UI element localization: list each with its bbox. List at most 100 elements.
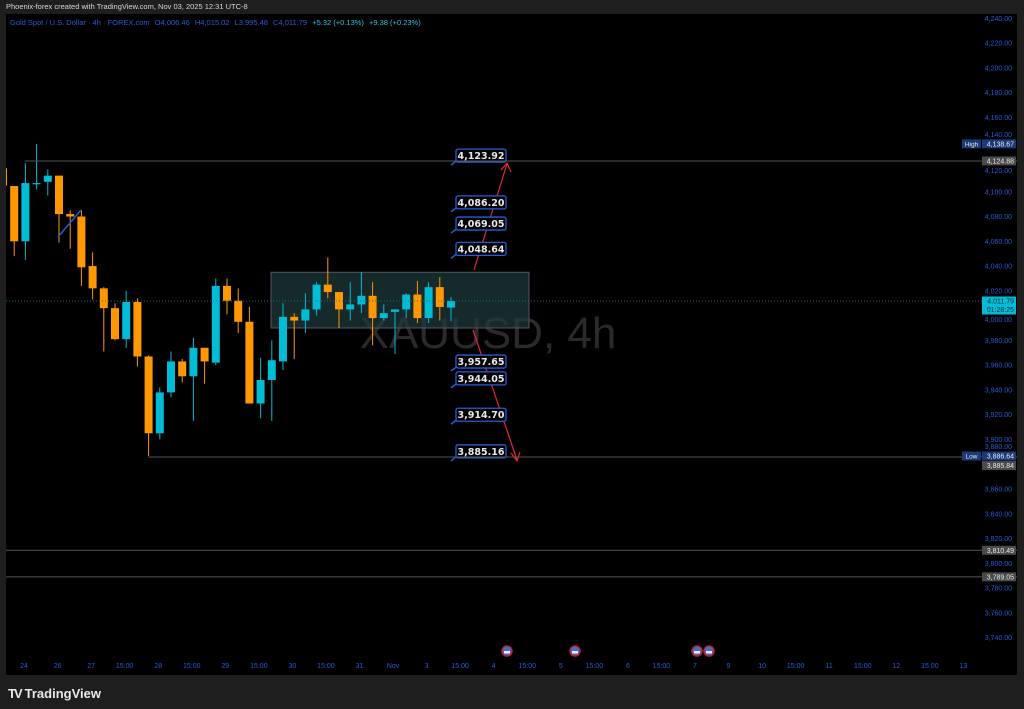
- tag-bg: [982, 296, 1016, 315]
- y-axis-tick-label: 4,080.00: [985, 214, 1012, 221]
- label-text: 3,944.05: [458, 374, 505, 385]
- x-axis-tick-label: 15:00: [451, 663, 469, 670]
- x-axis-tick-label: 15:00: [653, 663, 671, 670]
- candle: [189, 337, 198, 421]
- x-axis-tick-label: 15:00: [183, 663, 201, 670]
- tag-value: 4,138.67: [987, 141, 1014, 148]
- x-axis-tick-label: 15:00: [854, 663, 872, 670]
- tag-bg: [982, 460, 1016, 470]
- candle-body: [245, 321, 254, 404]
- low-value: L3,995.48: [234, 18, 268, 27]
- label-box: [455, 371, 507, 386]
- candle: [144, 355, 153, 456]
- x-axis-tick-label: Nov: [387, 663, 400, 670]
- label-text: 4,086.20: [458, 198, 505, 209]
- label-box: [455, 444, 507, 459]
- candle-body: [77, 216, 86, 268]
- candle-body: [256, 380, 265, 404]
- x-axis-tick-label: 12: [892, 663, 900, 670]
- label-text: 3,957.65: [458, 357, 505, 368]
- us-flag-icon: [569, 645, 581, 657]
- candle-body: [323, 284, 332, 293]
- x-axis-tick-label: 29: [221, 663, 229, 670]
- tag-label-bg: [962, 451, 981, 461]
- candle: [312, 282, 321, 316]
- candle: [346, 282, 355, 321]
- candle-body: [402, 294, 411, 310]
- price-target-label: 4,123.92: [450, 148, 507, 166]
- price-target-label: 4,086.20: [450, 195, 507, 213]
- tag-label-bg: [962, 139, 981, 149]
- candle: [66, 210, 75, 249]
- flag-stripes: [694, 651, 700, 654]
- chart-pane[interactable]: [6, 14, 1017, 675]
- y-axis-tick-label: 4,160.00: [985, 115, 1012, 122]
- price-target-label: 4,069.05: [450, 216, 507, 234]
- label-box: [455, 148, 507, 163]
- x-axis-tick-label: 13: [960, 663, 968, 670]
- candle-body: [55, 175, 63, 215]
- consolidation-zone: [270, 271, 530, 329]
- us-flag-icon: [691, 645, 703, 657]
- y-axis-tick-label: 3,860.00: [985, 486, 1012, 493]
- label-text: 4,048.64: [458, 244, 505, 255]
- tradingview-brand: TV TradingView: [8, 683, 101, 703]
- candle: [223, 278, 231, 315]
- x-axis-tick-label: 15:00: [787, 663, 805, 670]
- candle: [122, 290, 131, 348]
- price-axis-tag: 3,810.49: [982, 545, 1016, 555]
- y-axis-tick-label: 3,960.00: [985, 363, 1012, 370]
- candle-body: [435, 287, 444, 307]
- candle-body: [122, 301, 131, 340]
- tag-value: 4,124.88: [987, 158, 1014, 165]
- y-axis-tick-label: 3,780.00: [985, 586, 1012, 593]
- x-axis-tick-label: 3: [425, 663, 429, 670]
- candle-body: [279, 316, 287, 362]
- label-text: 3,885.16: [458, 447, 505, 458]
- x-axis-tick-label: 6: [626, 663, 630, 670]
- tag-bg: [982, 156, 1016, 166]
- symbol-legend: Gold Spot / U.S. Dollar · 4h · FOREX.com…: [10, 18, 424, 27]
- candle: [6, 168, 7, 186]
- candle: [178, 358, 187, 383]
- x-axis-tick-label: 15:00: [586, 663, 604, 670]
- tag-value: 3,885.84: [987, 463, 1014, 470]
- y-axis-tick-label: 4,020.00: [985, 288, 1012, 295]
- candle: [21, 163, 30, 260]
- y-axis-tick-label: 4,140.00: [985, 132, 1012, 139]
- label-box: [455, 354, 507, 369]
- y-axis-tick-label: 4,200.00: [985, 65, 1012, 72]
- price-axis-tag: 4,138.67 High: [962, 139, 1016, 149]
- label-text: 3,914.70: [458, 410, 505, 421]
- candle-body: [6, 168, 7, 186]
- symbol-name[interactable]: Gold Spot / U.S. Dollar · 4h · FOREX.com: [10, 18, 150, 27]
- candle: [256, 357, 265, 419]
- label-text: 4,123.92: [458, 151, 505, 162]
- y-axis-tick-label: 3,920.00: [985, 412, 1012, 419]
- y-axis-tick-label: 4,120.00: [985, 168, 1012, 175]
- candle-body: [290, 316, 299, 321]
- y-axis-tick-label: 4,240.00: [985, 16, 1012, 23]
- candle-body: [211, 285, 220, 363]
- x-axis-tick-label: 28: [154, 663, 162, 670]
- candle: [111, 303, 119, 341]
- high-value: H4,015.02: [194, 18, 230, 27]
- candle: [10, 186, 19, 257]
- y-axis-tick-label: 4,180.00: [985, 90, 1012, 97]
- tag-value: 3,789.05: [987, 574, 1014, 581]
- trend-line: [57, 209, 82, 238]
- price-target-label: 4,048.64: [450, 241, 507, 259]
- x-axis-tick-label: 4: [492, 663, 496, 670]
- candle: [167, 351, 175, 398]
- candle-body: [200, 347, 209, 362]
- label-box: [455, 195, 507, 210]
- x-axis-tick-label: 11: [826, 663, 833, 670]
- candle: [435, 277, 444, 321]
- flag-stripes: [706, 651, 712, 654]
- tag-bg: [982, 139, 1016, 149]
- candle-body: [267, 360, 276, 381]
- change-value: +5.32 (+0.13%): [312, 18, 364, 27]
- x-axis-tick-label: 9: [727, 663, 731, 670]
